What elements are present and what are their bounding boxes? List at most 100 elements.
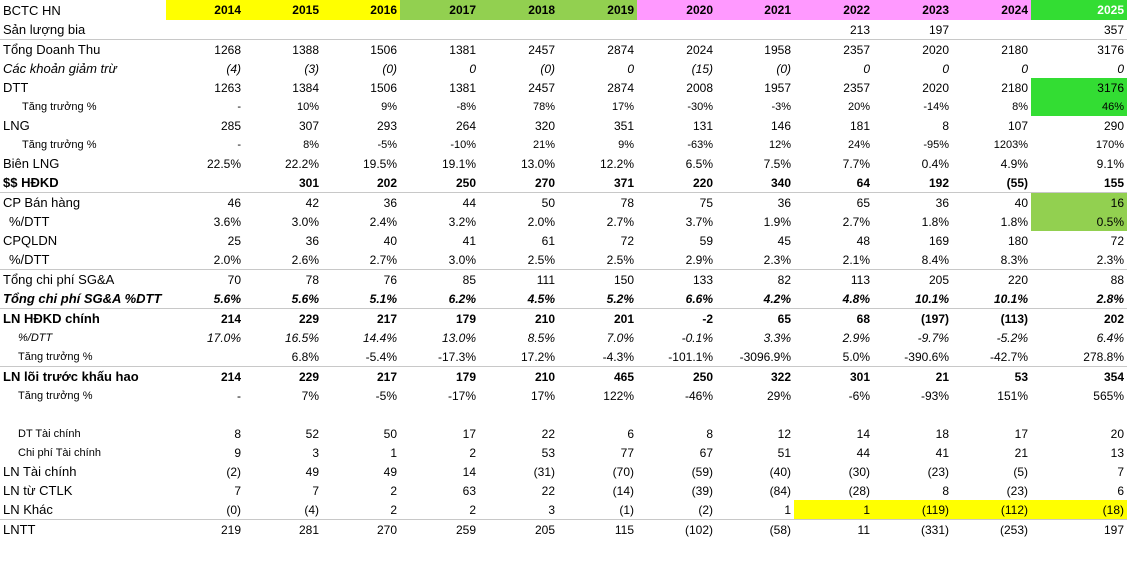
- value-cell[interactable]: 281: [244, 519, 322, 539]
- value-cell[interactable]: 133: [637, 269, 716, 289]
- empty-cell[interactable]: [794, 405, 873, 424]
- value-cell[interactable]: 14.4%: [362, 330, 397, 345]
- value-cell[interactable]: 22.5%: [206, 156, 241, 171]
- value-cell[interactable]: 5.0%: [842, 349, 870, 364]
- value-cell[interactable]: 3.0%: [291, 214, 319, 229]
- value-cell[interactable]: 14: [462, 464, 476, 479]
- row-label[interactable]: LNG: [3, 118, 30, 133]
- empty-cell[interactable]: [244, 405, 322, 424]
- value-cell[interactable]: 202: [1031, 308, 1127, 328]
- value-cell[interactable]: 5.2%: [606, 291, 634, 306]
- value-cell[interactable]: (0): [226, 502, 241, 517]
- value-cell[interactable]: (0): [776, 61, 791, 76]
- value-cell[interactable]: 354: [1031, 366, 1127, 386]
- value-cell[interactable]: 2: [390, 483, 397, 498]
- value-cell[interactable]: 40: [383, 233, 397, 248]
- value-cell[interactable]: 19.5%: [362, 156, 397, 171]
- value-cell[interactable]: 213: [849, 22, 870, 37]
- value-cell[interactable]: 217: [322, 366, 400, 386]
- value-cell[interactable]: 2.9%: [842, 330, 870, 345]
- value-cell[interactable]: (59): [691, 464, 713, 479]
- value-cell[interactable]: 16.5%: [284, 330, 319, 345]
- value-cell[interactable]: 82: [716, 269, 794, 289]
- value-cell[interactable]: 2.7%: [606, 214, 634, 229]
- value-cell[interactable]: 6.2%: [448, 291, 476, 306]
- value-cell[interactable]: 41: [462, 233, 476, 248]
- value-cell[interactable]: 7: [1117, 464, 1124, 479]
- value-cell[interactable]: -14%: [923, 100, 949, 113]
- value-cell[interactable]: 250: [455, 175, 476, 190]
- value-cell[interactable]: 2.7%: [842, 214, 870, 229]
- empty-cell[interactable]: [479, 405, 558, 424]
- value-cell[interactable]: 36: [873, 192, 952, 212]
- value-cell[interactable]: 293: [376, 118, 397, 133]
- value-cell[interactable]: 21: [1014, 445, 1028, 460]
- value-cell[interactable]: 111: [479, 269, 558, 289]
- value-cell[interactable]: 9%: [381, 100, 397, 113]
- value-cell[interactable]: [166, 20, 244, 40]
- value-cell[interactable]: 9: [234, 445, 241, 460]
- value-cell[interactable]: 12.2%: [599, 156, 634, 171]
- value-cell[interactable]: 1506: [322, 39, 400, 59]
- value-cell[interactable]: [558, 20, 637, 40]
- value-cell[interactable]: 6.8%: [291, 349, 319, 364]
- value-cell[interactable]: 0: [1117, 61, 1124, 76]
- row-label[interactable]: Các khoản giảm trừ: [3, 61, 117, 76]
- value-cell[interactable]: 4.8%: [842, 291, 870, 306]
- value-cell[interactable]: 181: [849, 118, 870, 133]
- value-cell[interactable]: (15): [691, 61, 713, 76]
- value-cell[interactable]: 67: [699, 445, 713, 460]
- value-cell[interactable]: 2357: [843, 80, 870, 95]
- value-cell[interactable]: (58): [716, 519, 794, 539]
- value-cell[interactable]: 50: [479, 192, 558, 212]
- row-label[interactable]: Tổng chi phí SG&A: [0, 269, 166, 289]
- value-cell[interactable]: 0: [1021, 61, 1028, 76]
- value-cell[interactable]: -46%: [684, 388, 713, 403]
- row-label[interactable]: Chi phí Tài chính: [18, 446, 101, 459]
- value-cell[interactable]: -4.3%: [602, 349, 634, 364]
- value-cell[interactable]: 12: [777, 426, 791, 441]
- value-cell[interactable]: 307: [298, 118, 319, 133]
- value-cell[interactable]: 0: [863, 61, 870, 76]
- value-cell[interactable]: 1268: [166, 39, 244, 59]
- value-cell[interactable]: -101.1%: [668, 349, 713, 364]
- value-cell[interactable]: 3.0%: [448, 252, 476, 267]
- value-cell[interactable]: -9.7%: [917, 330, 949, 345]
- year-cell[interactable]: 2014: [166, 0, 244, 20]
- value-cell[interactable]: 49: [383, 464, 397, 479]
- value-cell[interactable]: 0: [469, 61, 476, 76]
- value-cell[interactable]: 202: [376, 175, 397, 190]
- value-cell[interactable]: -42.7%: [989, 349, 1028, 364]
- value-cell[interactable]: -17%: [447, 388, 476, 403]
- value-cell[interactable]: 20: [1110, 426, 1124, 441]
- value-cell[interactable]: 1957: [764, 80, 791, 95]
- value-cell[interactable]: 285: [220, 118, 241, 133]
- value-cell[interactable]: 115: [558, 519, 637, 539]
- value-cell[interactable]: 250: [637, 366, 716, 386]
- value-cell[interactable]: 18: [935, 426, 949, 441]
- value-cell[interactable]: 1: [390, 445, 397, 460]
- value-cell[interactable]: 1384: [292, 80, 319, 95]
- value-cell[interactable]: 10.1%: [914, 291, 949, 306]
- value-cell[interactable]: 220: [692, 175, 713, 190]
- value-cell[interactable]: -: [237, 138, 241, 151]
- value-cell[interactable]: 320: [534, 118, 555, 133]
- value-cell[interactable]: [244, 20, 322, 40]
- value-cell[interactable]: 201: [558, 308, 637, 328]
- value-cell[interactable]: 49: [305, 464, 319, 479]
- value-cell[interactable]: 8%: [1012, 100, 1028, 113]
- value-cell[interactable]: (3): [304, 61, 319, 76]
- value-cell[interactable]: 63: [462, 483, 476, 498]
- value-cell[interactable]: 113: [794, 269, 873, 289]
- value-cell[interactable]: 2357: [794, 39, 873, 59]
- value-cell[interactable]: 36: [322, 192, 400, 212]
- value-cell[interactable]: 180: [1007, 233, 1028, 248]
- value-cell[interactable]: 259: [400, 519, 479, 539]
- value-cell[interactable]: 2.6%: [291, 252, 319, 267]
- value-cell[interactable]: 68: [794, 308, 873, 328]
- empty-cell[interactable]: [0, 405, 166, 424]
- value-cell[interactable]: -5.2%: [996, 330, 1028, 345]
- value-cell[interactable]: 3: [312, 445, 319, 460]
- row-label[interactable]: LN Tài chính: [3, 464, 77, 479]
- value-cell[interactable]: 7: [312, 483, 319, 498]
